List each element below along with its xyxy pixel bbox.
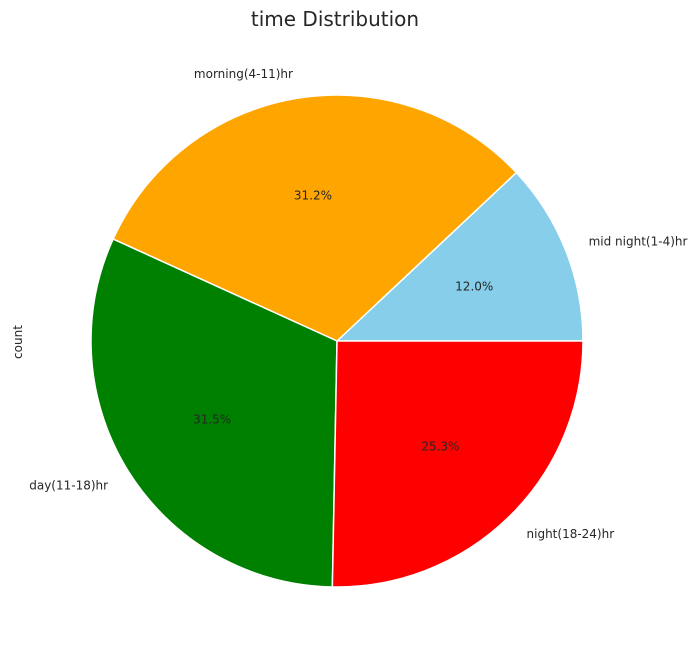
pie-slice-night-18-24-hr — [331, 340, 584, 588]
pie-slice-day-11-18-hr — [90, 238, 338, 588]
pie-slice-mid-night-1-4-hr — [336, 171, 584, 342]
slice-percent-day-11-18-hr: 31.5% — [193, 413, 231, 427]
chart-title: time Distribution — [251, 7, 419, 31]
pie-slice-morning-4-11-hr — [112, 94, 518, 342]
slice-percent-morning-4-11-hr: 31.2% — [294, 188, 332, 202]
y-axis-label: count — [11, 325, 25, 359]
pie-labels: mid night(1-4)hr 12.0% morning(4-11)hr 31.2… — [29, 67, 687, 541]
slice-label-mid-night-1-4-hr: mid night(1-4)hr — [589, 234, 688, 248]
slice-label-night-18-24-hr: night(18-24)hr — [527, 527, 615, 541]
slice-label-morning-4-11-hr: morning(4-11)hr — [194, 67, 293, 81]
slice-label-day-11-18-hr: day(11-18)hr — [29, 478, 108, 492]
pie-slices — [90, 94, 584, 588]
slice-percent-night-18-24-hr: 25.3% — [421, 439, 459, 453]
slice-percent-mid-night-1-4-hr: 12.0% — [455, 280, 493, 294]
